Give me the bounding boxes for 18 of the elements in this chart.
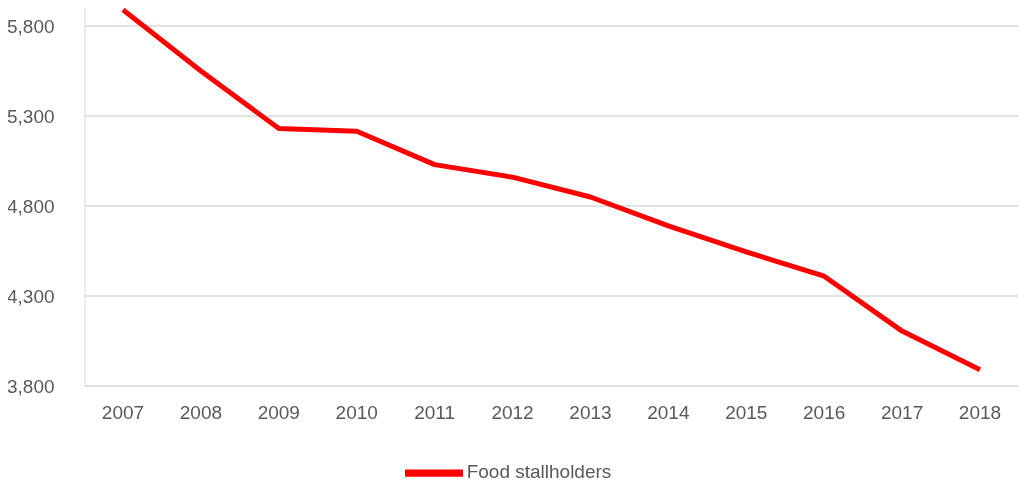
x-tick-label: 2009 [257, 402, 300, 424]
x-tick-label: 2007 [101, 402, 145, 424]
y-tick-label: 4,800 [7, 195, 55, 217]
x-tick-label: 2010 [335, 402, 378, 424]
legend-label: Food stallholders [466, 461, 612, 483]
y-tick-label: 4,300 [7, 285, 55, 307]
x-tick-label: 2012 [491, 402, 534, 424]
x-tick-label: 2011 [414, 402, 456, 424]
x-tick-label: 2015 [725, 402, 768, 424]
x-tick-label: 2014 [647, 402, 690, 424]
x-tick-label: 2018 [958, 402, 1002, 424]
x-tick-label: 2016 [803, 402, 846, 424]
y-tick-label: 5,800 [7, 15, 55, 37]
x-tick-label: 2013 [569, 402, 612, 424]
x-tick-label: 2008 [179, 402, 223, 424]
x-tick-label: 2017 [880, 402, 924, 424]
y-tick-label: 3,800 [7, 375, 55, 397]
y-tick-label: 5,300 [7, 105, 55, 127]
